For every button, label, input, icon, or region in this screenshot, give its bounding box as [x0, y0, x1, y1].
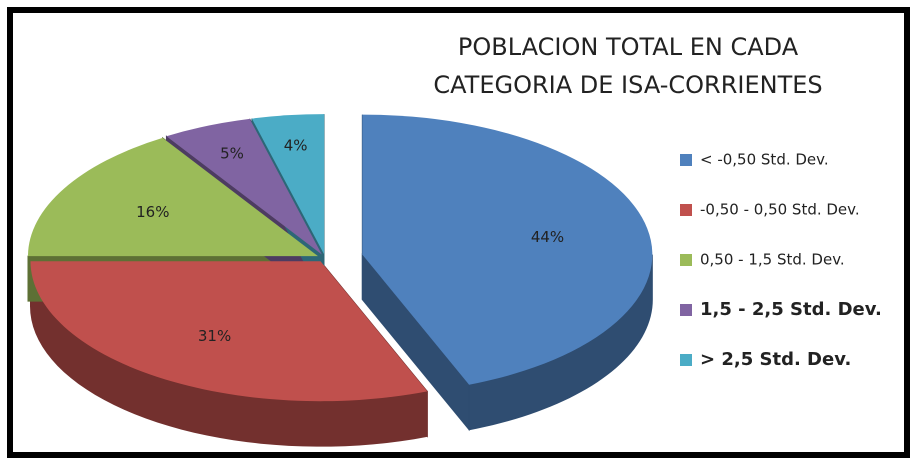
legend-label: 0,50 - 1,5 Std. Dev.: [700, 251, 845, 269]
slice: [362, 114, 653, 385]
legend-swatch: [680, 254, 692, 266]
legend: < -0,50 Std. Dev. -0,50 - 0,50 Std. Dev. 0…: [680, 151, 882, 370]
slice: [30, 261, 428, 402]
slice: [27, 137, 318, 257]
slice: [251, 114, 324, 255]
chart-title: CATEGORIA DE ISA-CORRIENTES: [433, 71, 822, 99]
slice: [166, 118, 322, 255]
legend-label: -0,50 - 0,50 Std. Dev.: [700, 201, 860, 219]
legend-swatch: [680, 204, 692, 216]
legend-label: 1,5 - 2,5 Std. Dev.: [700, 299, 882, 320]
pie-tops: [27, 114, 653, 402]
chart-title: POBLACION TOTAL EN CADA: [458, 33, 799, 61]
legend-label: > 2,5 Std. Dev.: [700, 349, 851, 370]
data-label: 5%: [220, 145, 244, 163]
pie-labels: 44% 31% 16% 5% 4%: [136, 136, 564, 345]
legend-label: < -0,50 Std. Dev.: [700, 151, 829, 169]
legend-swatch: [680, 354, 692, 366]
data-label: 31%: [198, 327, 231, 345]
data-label: 4%: [284, 136, 308, 154]
data-label: 16%: [136, 203, 169, 221]
data-label: 44%: [531, 228, 564, 246]
legend-swatch: [680, 304, 692, 316]
legend-swatch: [680, 154, 692, 166]
